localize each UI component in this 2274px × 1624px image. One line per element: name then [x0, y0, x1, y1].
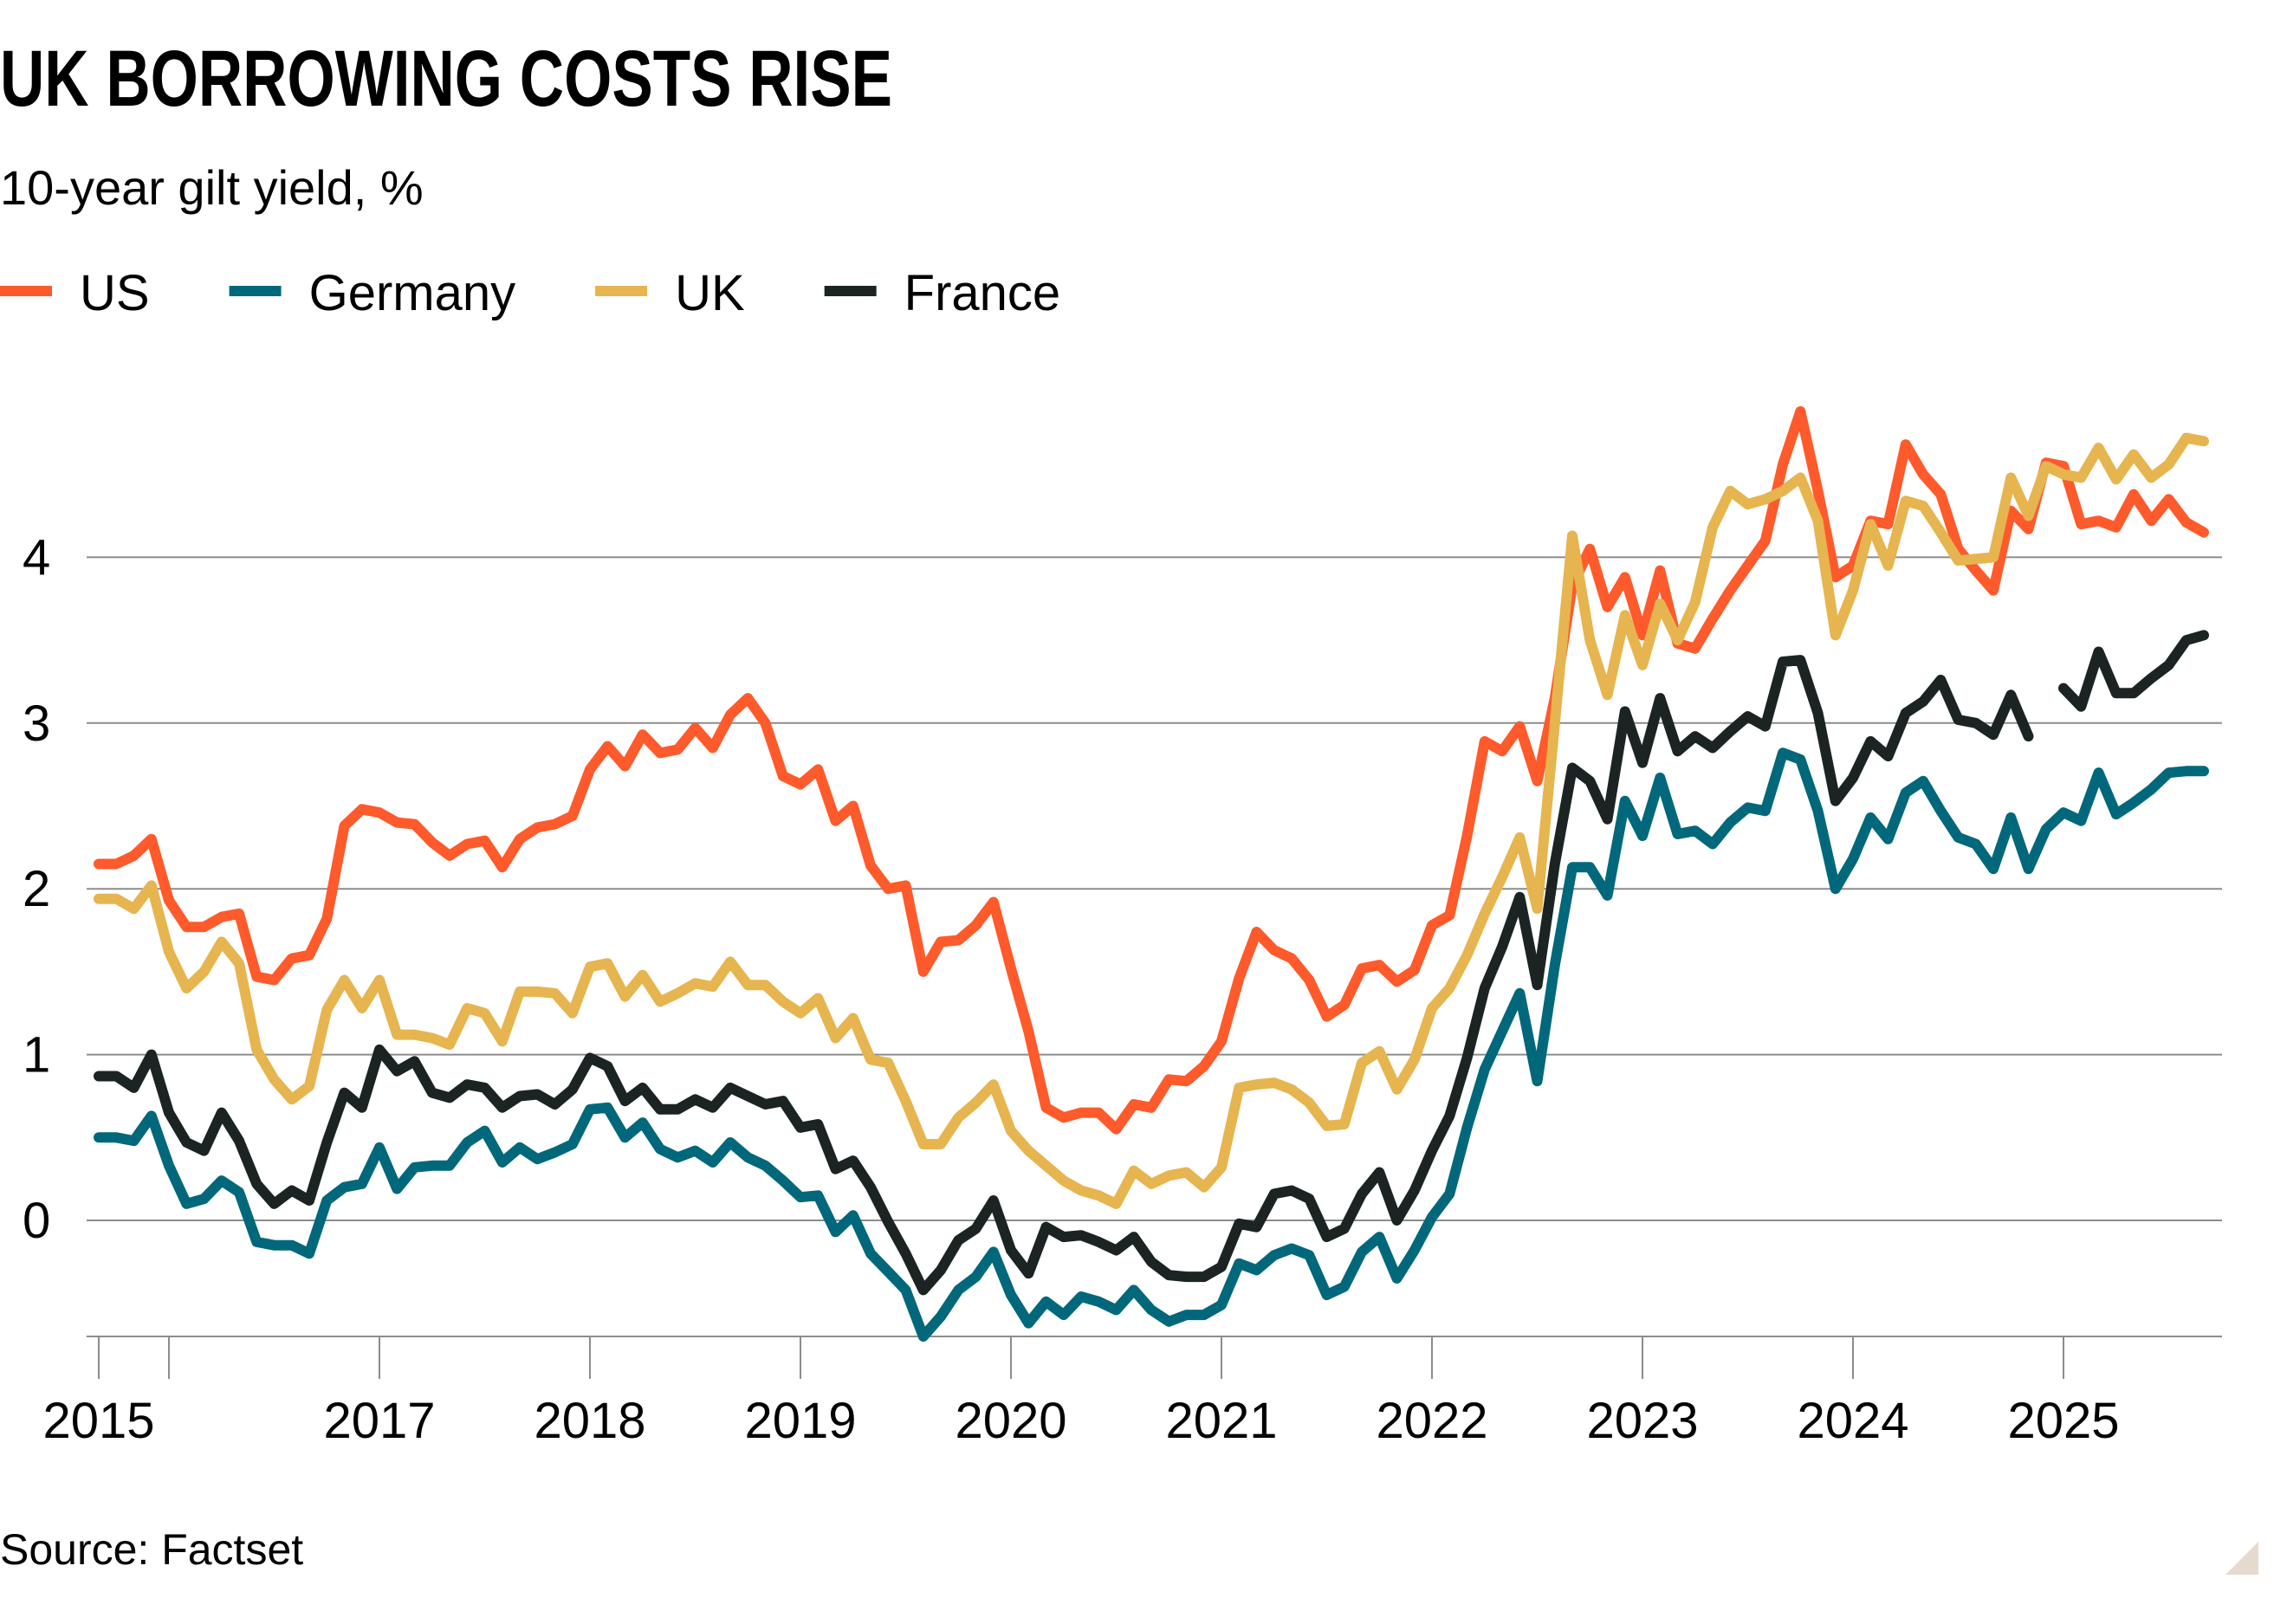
y-tick-label: 4	[23, 529, 50, 586]
y-axis: 0 1 2 3 4	[23, 529, 50, 1249]
source-note: Source: Factset	[0, 1525, 303, 1574]
legend-label: France	[904, 265, 1061, 321]
legend-swatch	[229, 286, 282, 296]
series-germany	[94, 747, 2209, 1342]
x-tick-label: 2024	[1797, 1393, 1908, 1449]
y-tick-label: 2	[23, 861, 50, 917]
series-france	[94, 630, 2209, 1296]
x-tick-label: 2015	[42, 1393, 154, 1449]
legend-item-france: France	[824, 265, 1061, 321]
x-tick-label: 2021	[1165, 1393, 1277, 1449]
chart-title: UK BORROWING COSTS RISE	[0, 35, 892, 123]
legend-label: US	[80, 265, 150, 321]
legend: US Germany UK France	[0, 265, 1060, 321]
series-us	[94, 406, 2209, 1135]
legend-swatch	[824, 286, 877, 296]
chart-subtitle: 10-year gilt yield, %	[0, 160, 424, 215]
y-tick-label: 1	[23, 1027, 50, 1084]
gridlines	[87, 556, 2222, 1221]
series-uk	[94, 432, 2209, 1209]
legend-item-germany: Germany	[229, 265, 516, 321]
series-line-us	[94, 406, 2209, 1135]
y-tick-label: 0	[23, 1193, 50, 1249]
x-tick-label: 2022	[1376, 1393, 1487, 1449]
series-lines	[94, 406, 2209, 1342]
series-line-germany	[94, 747, 2209, 1342]
y-tick-label: 3	[23, 696, 50, 752]
x-tick-label: 2019	[744, 1393, 856, 1449]
x-tick-label: 2018	[534, 1393, 645, 1449]
x-tick-label: 2017	[323, 1393, 435, 1449]
x-axis: 2015 2017 2018 2019 2020 2021 2022 2023 2024 2025	[42, 1336, 2222, 1449]
legend-item-us: US	[0, 265, 150, 321]
legend-label: Germany	[309, 265, 516, 321]
legend-swatch	[595, 286, 648, 296]
legend-swatch	[0, 286, 52, 296]
legend-item-uk: UK	[595, 265, 745, 321]
x-tick-label: 2025	[2007, 1393, 2119, 1449]
series-line-uk	[94, 432, 2209, 1209]
legend-label: UK	[675, 265, 745, 321]
series-line-france	[2058, 630, 2209, 712]
corner-mark	[2225, 1542, 2258, 1575]
x-tick-label: 2020	[955, 1393, 1066, 1449]
x-tick-label: 2023	[1586, 1393, 1698, 1449]
series-line-france	[94, 655, 2034, 1296]
